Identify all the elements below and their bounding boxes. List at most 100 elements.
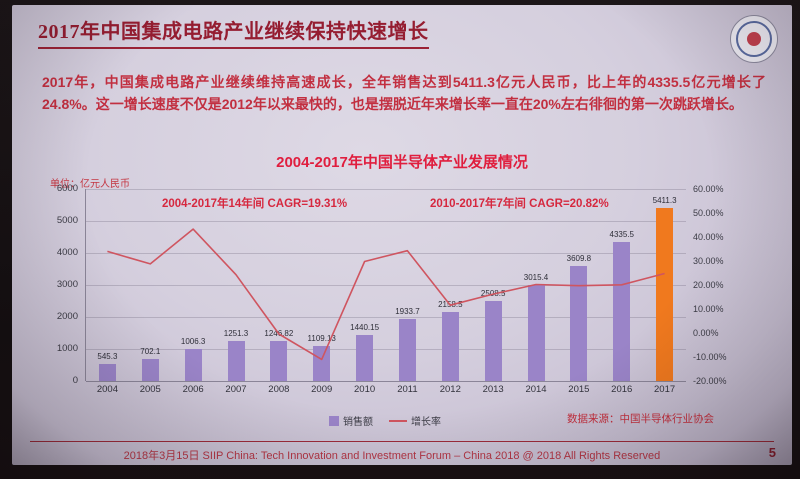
bar-slot: 1109.13 2009 <box>300 189 343 395</box>
cagr-annotation-2: 2010-2017年7年间 CAGR=20.82% <box>430 198 609 210</box>
x-axis-label: 2012 <box>439 384 461 395</box>
sales-bar-2011 <box>398 319 416 381</box>
left-axis-tick: 1000 <box>56 343 78 354</box>
logo-ring <box>736 21 772 57</box>
footer-text: 2018年3月15日 SIIP China: Tech Innovation a… <box>123 450 661 462</box>
sales-bar-2006 <box>184 348 202 381</box>
gridline <box>86 253 686 254</box>
bar-slot: 1933.7 2011 <box>386 189 429 395</box>
x-axis-label: 2013 <box>482 384 504 395</box>
bar-value-label: 1109.13 <box>307 333 336 343</box>
bar-slot: 702.1 2005 <box>129 189 172 395</box>
plot-area: 545.3 2004 702.1 2005 1006.3 2006 1251.3 2007 12… <box>85 189 686 396</box>
x-axis-label: 2010 <box>354 384 376 395</box>
right-axis-tick: 30.00% <box>693 256 724 266</box>
gridline <box>86 189 686 190</box>
chart-legend: 销售额 增长率 <box>85 413 685 428</box>
bar-slot: 545.3 2004 <box>86 189 129 395</box>
bar-slot: 1251.3 2007 <box>215 189 258 395</box>
x-axis-label: 2005 <box>139 384 161 395</box>
legend-label-sales: 销售额 <box>343 417 373 428</box>
sales-bar-2010 <box>356 334 374 381</box>
bar-slot: 1440.15 2010 <box>343 189 386 395</box>
right-axis-tick: 50.00% <box>693 208 724 218</box>
sales-bar-2015 <box>570 265 588 381</box>
legend-label-growth: 增长率 <box>411 417 441 428</box>
sales-bar-2009 <box>313 345 331 381</box>
left-axis-tick: 5000 <box>56 215 78 226</box>
x-axis-label: 2008 <box>268 384 290 395</box>
bar-slot: 2508.5 2013 <box>472 189 515 395</box>
x-axis-label: 2017 <box>654 384 676 395</box>
right-axis-tick: 10.00% <box>693 304 724 314</box>
gridline <box>86 285 686 286</box>
data-source: 数据来源：中国半导体行业协会 <box>567 413 714 425</box>
intro-paragraph: 2017年，中国集成电路产业继续维持高速成长，全年销售达到5411.3亿元人民币… <box>42 74 766 113</box>
sales-bar-2014 <box>527 284 545 381</box>
legend-bar-swatch <box>329 415 339 426</box>
gridline <box>86 317 686 318</box>
x-axis-label: 2006 <box>182 384 204 395</box>
sales-bar-2013 <box>484 300 502 381</box>
bar-value-label: 3609.8 <box>566 253 592 263</box>
university-seal-logo <box>730 15 778 63</box>
right-y-axis: 60.00% 50.00% 40.00% 30.00% 20.00% 10.00% 0.00… <box>693 184 755 386</box>
page-number: 5 <box>768 445 776 460</box>
sales-bar-2004 <box>98 363 116 381</box>
bar-slot: 3609.8 2015 <box>557 189 600 396</box>
bar-slot: 4335.5 2016 <box>600 189 643 395</box>
bar-value-label: 1006.3 <box>180 336 206 346</box>
left-y-axis: 6000 5000 4000 3000 2000 1000 0 <box>12 183 78 386</box>
gridline <box>86 221 686 222</box>
x-axis-label: 2015 <box>568 384 590 395</box>
gridline <box>86 349 686 350</box>
presentation-slide: 2017年中国集成电路产业继续保持快速增长 2017年，中国集成电路产业继续维持… <box>12 5 792 465</box>
logo-core <box>747 32 761 46</box>
footer-divider <box>30 441 774 442</box>
right-axis-tick: 20.00% <box>693 280 724 290</box>
bar-slot: 3015.4 2014 <box>515 189 558 395</box>
slide-title: 2017年中国集成电路产业继续保持快速增长 <box>38 15 429 49</box>
bars-layer: 545.3 2004 702.1 2005 1006.3 2006 1251.3 2007 12… <box>86 189 686 396</box>
x-axis-label: 2011 <box>397 384 418 395</box>
left-axis-tick: 3000 <box>56 279 78 290</box>
bar-value-label: 1933.7 <box>395 307 420 317</box>
legend-item-growth: 增长率 <box>389 413 441 428</box>
sales-bar-2012 <box>441 311 459 381</box>
left-axis-tick: 2000 <box>56 311 78 322</box>
sales-bar-2017 <box>656 207 674 381</box>
bar-value-label: 545.3 <box>97 351 118 361</box>
right-axis-tick: 0.00% <box>693 328 719 338</box>
chart-title: 2004-2017年中国半导体产业发展情况 <box>276 154 528 171</box>
semiconductor-chart: 2004-2017年中国半导体产业发展情况 单位：亿元人民币 2004-2017… <box>12 151 792 428</box>
bar-value-label: 2508.5 <box>480 288 506 298</box>
bar-value-label: 702.1 <box>140 346 161 356</box>
sales-bar-2007 <box>227 341 245 381</box>
bar-value-label: 1440.15 <box>350 322 380 332</box>
left-axis-tick: 6000 <box>56 183 78 194</box>
right-axis-tick: 60.00% <box>693 184 724 194</box>
right-axis-tick: -20.00% <box>693 376 727 386</box>
left-axis-tick: 4000 <box>56 247 78 258</box>
bar-value-label: 5411.3 <box>652 195 677 205</box>
bar-value-label: 1251.3 <box>223 328 249 338</box>
x-axis-label: 2014 <box>525 384 547 395</box>
growth-rate-line <box>107 228 665 361</box>
unit-label: 单位：亿元人民币 <box>50 179 130 190</box>
slide-header: 2017年中国集成电路产业继续保持快速增长 <box>38 15 778 63</box>
right-axis-tick: 40.00% <box>693 232 724 242</box>
right-axis-tick: -10.00% <box>693 352 727 362</box>
sales-bar-2005 <box>141 358 159 381</box>
sales-bar-2016 <box>613 242 631 381</box>
legend-line-swatch <box>389 419 407 422</box>
bar-slot: 1006.3 2006 <box>172 189 215 395</box>
x-axis-label: 2009 <box>311 384 333 395</box>
bar-value-label: 4335.5 <box>609 230 634 240</box>
cagr-annotation-1: 2004-2017年14年间 CAGR=19.31% <box>162 198 348 210</box>
x-axis-label: 2016 <box>611 384 633 395</box>
x-axis-line <box>86 381 686 382</box>
bar-slot: 5411.3 2017 <box>643 189 686 395</box>
bar-value-label: 3015.4 <box>523 272 549 282</box>
x-axis-label: 2004 <box>96 384 118 395</box>
